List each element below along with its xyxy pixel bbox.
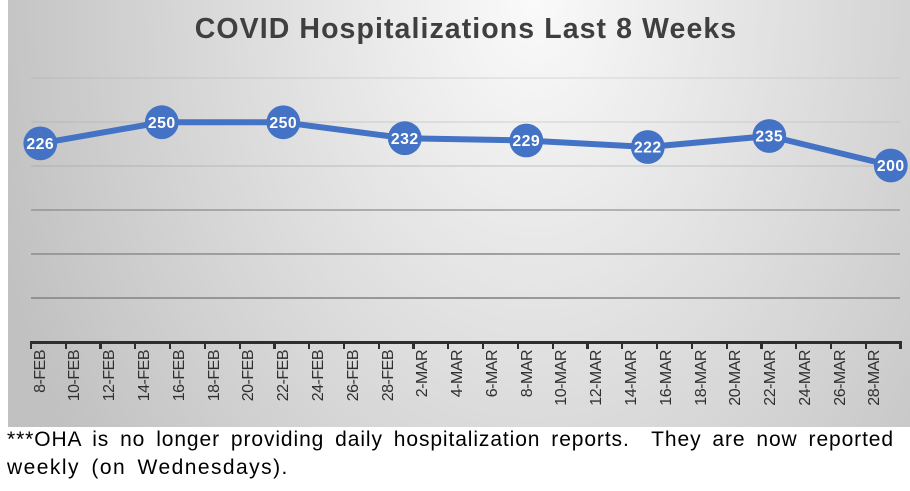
svg-text:226: 226 bbox=[26, 136, 54, 153]
svg-text:232: 232 bbox=[391, 131, 419, 148]
svg-text:222: 222 bbox=[634, 140, 662, 157]
svg-text:229: 229 bbox=[512, 133, 540, 150]
svg-text:235: 235 bbox=[755, 129, 783, 146]
svg-text:200: 200 bbox=[877, 158, 905, 175]
svg-text:250: 250 bbox=[148, 115, 176, 132]
svg-text:250: 250 bbox=[269, 115, 297, 132]
